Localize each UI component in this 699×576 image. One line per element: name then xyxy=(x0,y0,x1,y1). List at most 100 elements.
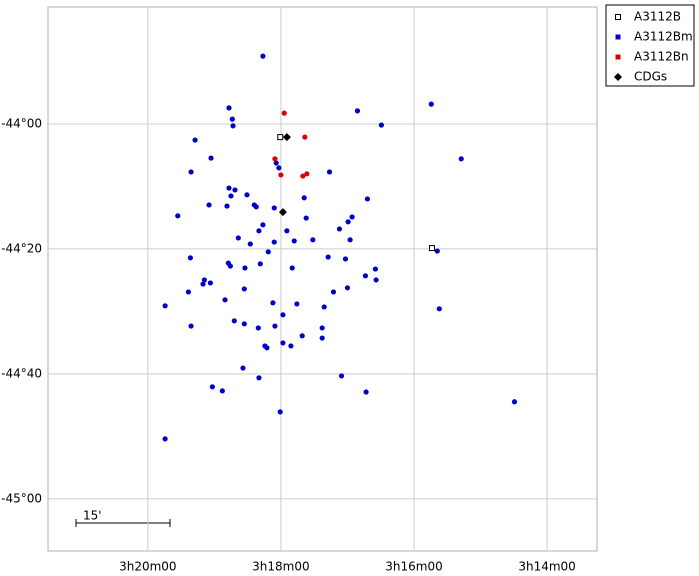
legend-label: CDGs xyxy=(634,70,667,84)
point xyxy=(260,53,266,59)
point xyxy=(289,265,295,271)
point xyxy=(277,409,283,415)
point xyxy=(354,108,361,114)
legend-marker xyxy=(614,73,622,81)
x-tick-label: 3h20m00 xyxy=(119,560,176,574)
scale-bar-label: 15' xyxy=(83,509,102,523)
point xyxy=(260,222,266,228)
point xyxy=(299,333,305,339)
point xyxy=(229,116,235,122)
point xyxy=(319,335,325,341)
point xyxy=(272,323,278,329)
point xyxy=(264,345,270,351)
point xyxy=(303,215,309,221)
point xyxy=(207,280,213,286)
point xyxy=(257,261,263,267)
legend-label: A3112Bn xyxy=(634,50,689,64)
legend-marker xyxy=(615,34,621,40)
point xyxy=(284,228,290,234)
point xyxy=(255,325,261,331)
point xyxy=(187,255,194,261)
point xyxy=(244,192,250,198)
x-tick-label: 3h18m00 xyxy=(252,560,309,574)
point xyxy=(436,306,442,312)
point xyxy=(372,266,379,272)
y-tick-label: -44°40 xyxy=(1,366,42,380)
x-tick-label: 3h14m00 xyxy=(518,560,575,574)
point xyxy=(227,263,233,269)
point xyxy=(208,155,214,161)
point xyxy=(162,436,168,442)
point xyxy=(373,277,379,283)
point xyxy=(241,286,247,292)
point xyxy=(511,399,518,405)
legend-label: A3112Bm xyxy=(634,30,693,44)
point xyxy=(330,289,337,295)
point xyxy=(342,256,349,262)
point xyxy=(192,137,198,143)
point xyxy=(209,384,215,390)
point xyxy=(344,285,351,291)
point xyxy=(288,343,294,349)
point xyxy=(282,133,291,142)
point xyxy=(349,214,355,220)
point xyxy=(206,202,212,208)
point xyxy=(270,300,276,306)
y-tick-label: -44°00 xyxy=(1,116,42,130)
point xyxy=(256,228,262,234)
point xyxy=(347,237,353,243)
point xyxy=(428,245,435,252)
point xyxy=(232,187,238,193)
point xyxy=(326,169,333,175)
point xyxy=(242,265,248,271)
point xyxy=(188,169,194,175)
point xyxy=(235,235,241,241)
point xyxy=(219,388,225,394)
point xyxy=(302,134,308,140)
point xyxy=(319,325,325,331)
point xyxy=(338,373,345,379)
point xyxy=(272,156,278,162)
legend-marker xyxy=(615,54,621,60)
point xyxy=(280,340,286,346)
point xyxy=(300,173,306,179)
point xyxy=(280,312,286,318)
point xyxy=(230,123,236,129)
point xyxy=(226,105,232,111)
point xyxy=(276,165,282,171)
point xyxy=(363,389,369,395)
point xyxy=(281,110,287,116)
point xyxy=(336,226,343,232)
y-tick-label: -45°00 xyxy=(1,491,42,505)
point xyxy=(188,323,194,329)
point xyxy=(321,304,327,310)
y-tick-label: -44°20 xyxy=(1,241,42,255)
point xyxy=(310,237,316,243)
point xyxy=(294,301,300,307)
point xyxy=(273,160,279,166)
point xyxy=(256,375,262,381)
point xyxy=(241,321,247,327)
point xyxy=(231,318,237,324)
point xyxy=(228,193,234,199)
point xyxy=(200,281,206,287)
point xyxy=(162,303,168,309)
point xyxy=(271,239,277,245)
point xyxy=(378,122,384,128)
point xyxy=(428,101,434,107)
plot-frame xyxy=(47,6,598,552)
point xyxy=(364,196,371,202)
point xyxy=(434,248,440,254)
legend-label: A3112B xyxy=(634,10,681,24)
point xyxy=(278,172,284,178)
point xyxy=(325,254,331,260)
point xyxy=(224,203,230,209)
point xyxy=(345,219,351,225)
point xyxy=(458,156,464,162)
point xyxy=(240,365,246,371)
x-tick-label: 3h16m00 xyxy=(385,560,442,574)
point xyxy=(278,208,287,217)
point xyxy=(175,213,181,219)
point xyxy=(201,277,207,283)
